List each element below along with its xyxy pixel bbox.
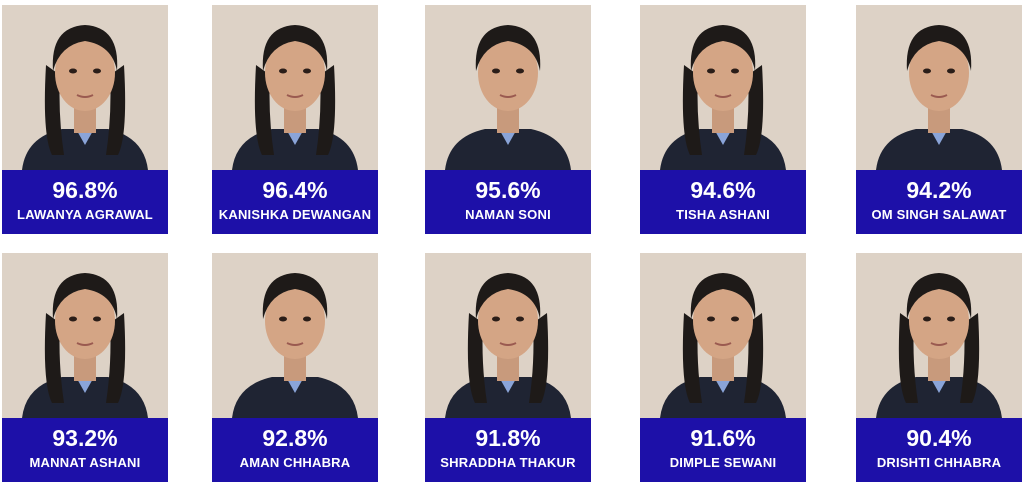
student-card: 96.8% LAWANYA AGRAWAL bbox=[2, 5, 168, 234]
percentage: 94.6% bbox=[690, 177, 756, 203]
student-name: OM SINGH SALAWAT bbox=[871, 207, 1007, 222]
label-box: 91.6% DIMPLE SEWANI bbox=[640, 418, 806, 482]
student-card: 94.2% OM SINGH SALAWAT bbox=[856, 5, 1022, 234]
portrait bbox=[232, 273, 358, 418]
label-box: 94.6% TISHA ASHANI bbox=[640, 170, 806, 234]
portrait bbox=[660, 273, 786, 418]
percentage: 94.2% bbox=[906, 177, 972, 203]
student-name: AMAN CHHABRA bbox=[239, 455, 351, 470]
portrait bbox=[445, 273, 571, 418]
photo bbox=[856, 253, 1022, 418]
student-name: LAWANYA AGRAWAL bbox=[17, 207, 153, 222]
percentage: 95.6% bbox=[475, 177, 541, 203]
student-name: NAMAN SONI bbox=[465, 207, 551, 222]
student-card: 93.2% MANNAT ASHANI bbox=[2, 253, 168, 482]
photo bbox=[2, 5, 168, 170]
percentage: 91.8% bbox=[475, 425, 541, 451]
label-box: 95.6% NAMAN SONI bbox=[425, 170, 591, 234]
percentage: 90.4% bbox=[906, 425, 972, 451]
label-box: 92.8% AMAN CHHABRA bbox=[212, 418, 378, 482]
label-box: 91.8% SHRADDHA THAKUR bbox=[425, 418, 591, 482]
label-box: 93.2% MANNAT ASHANI bbox=[2, 418, 168, 482]
photo bbox=[640, 253, 806, 418]
photo bbox=[640, 5, 806, 170]
student-name: DIMPLE SEWANI bbox=[669, 455, 777, 470]
student-name: TISHA ASHANI bbox=[676, 207, 770, 222]
student-card: 90.4% DRISHTI CHHABRA bbox=[856, 253, 1022, 482]
percentage: 92.8% bbox=[262, 425, 328, 451]
student-name: KANISHKA DEWANGAN bbox=[218, 207, 372, 222]
student-name: MANNAT ASHANI bbox=[29, 455, 141, 470]
portrait bbox=[22, 25, 148, 170]
photo bbox=[2, 253, 168, 418]
label-box: 94.2% OM SINGH SALAWAT bbox=[856, 170, 1022, 234]
percentage: 91.6% bbox=[690, 425, 756, 451]
label-box: 96.4% KANISHKA DEWANGAN bbox=[212, 170, 378, 234]
portrait bbox=[876, 25, 1002, 170]
photo bbox=[856, 5, 1022, 170]
portrait bbox=[876, 273, 1002, 418]
photo bbox=[425, 5, 591, 170]
student-card: 94.6% TISHA ASHANI bbox=[640, 5, 806, 234]
percentage: 96.8% bbox=[52, 177, 118, 203]
portrait bbox=[445, 25, 571, 170]
student-card: 91.6% DIMPLE SEWANI bbox=[640, 253, 806, 482]
student-name: SHRADDHA THAKUR bbox=[440, 455, 576, 470]
student-card: 95.6% NAMAN SONI bbox=[425, 5, 591, 234]
photo bbox=[425, 253, 591, 418]
portrait bbox=[22, 273, 148, 418]
label-box: 90.4% DRISHTI CHHABRA bbox=[856, 418, 1022, 482]
photo bbox=[212, 253, 378, 418]
percentage: 93.2% bbox=[52, 425, 118, 451]
percentage: 96.4% bbox=[262, 177, 328, 203]
photo bbox=[212, 5, 378, 170]
label-box: 96.8% LAWANYA AGRAWAL bbox=[2, 170, 168, 234]
portrait bbox=[660, 25, 786, 170]
portrait bbox=[232, 25, 358, 170]
student-card: 96.4% KANISHKA DEWANGAN bbox=[212, 5, 378, 234]
student-name: DRISHTI CHHABRA bbox=[876, 455, 1002, 470]
student-card: 91.8% SHRADDHA THAKUR bbox=[425, 253, 591, 482]
student-card: 92.8% AMAN CHHABRA bbox=[212, 253, 378, 482]
